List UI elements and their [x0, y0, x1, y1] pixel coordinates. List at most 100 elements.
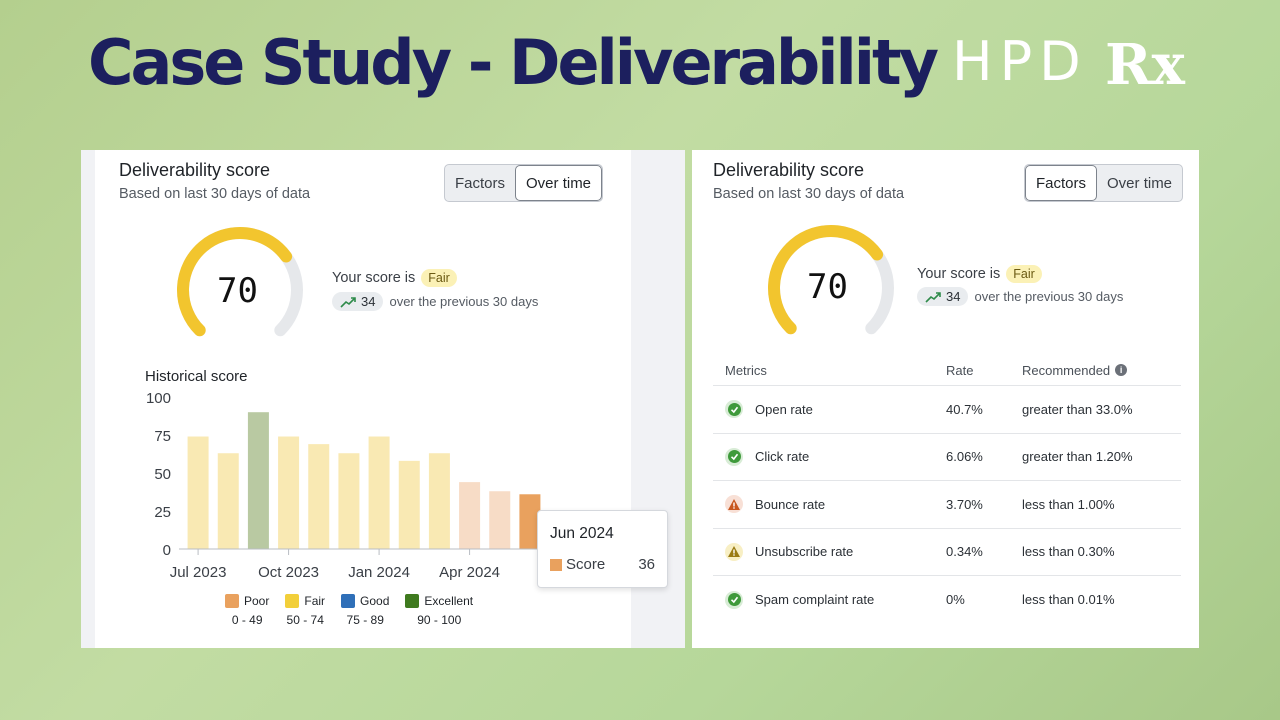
table-header: Metrics Rate Recommended i: [713, 355, 1181, 386]
table-row: Click rate 6.06% greater than 1.20%: [713, 434, 1181, 481]
table-row: Unsubscribe rate 0.34% less than 0.30%: [713, 529, 1181, 576]
left-card-subtitle: Based on last 30 days of data: [119, 186, 311, 202]
metric-name-cell: Unsubscribe rate: [713, 542, 946, 561]
trend-text: over the previous 30 days: [974, 289, 1124, 304]
legend-item-excellent[interactable]: Excellent 90 - 100: [405, 594, 473, 627]
bar: [519, 494, 541, 549]
metric-rate: 0.34%: [946, 544, 983, 560]
metric-rate: 40.7%: [946, 401, 983, 417]
right-score-gauge: [768, 225, 894, 335]
bar: [278, 436, 300, 549]
trend-chip: 34: [917, 287, 969, 306]
y-tick-label: 25: [154, 504, 171, 521]
right-view-toggle: Factors Over time: [1024, 164, 1184, 202]
y-tick-label: 0: [163, 542, 171, 559]
legend-item-good[interactable]: Good 75 - 89: [341, 594, 389, 627]
trend-value: 34: [361, 294, 376, 309]
brand-logo: HPD: [952, 30, 1088, 93]
right-trend: 34 over the previous 30 days: [917, 287, 1123, 306]
metric-recommended: less than 1.00%: [1022, 496, 1115, 512]
rating-badge: Fair: [1006, 265, 1042, 283]
left-score-summary: Your score is Fair: [332, 269, 457, 287]
legend-swatch: [341, 594, 356, 608]
legend-swatch: [225, 594, 239, 608]
gauge-fill: [768, 225, 884, 335]
metric-rate: 6.06%: [946, 449, 983, 465]
header-recommended: Recommended i: [1022, 363, 1181, 378]
legend-range: 50 - 74: [286, 613, 324, 627]
tab-over-time[interactable]: Over time: [1107, 174, 1173, 192]
metrics-table: Metrics Rate Recommended i Open rate 40.7…: [713, 355, 1181, 624]
headline-title: Case Study - Deliverability: [88, 26, 939, 99]
bar: [187, 436, 209, 549]
tooltip-value: 36: [638, 556, 655, 573]
legend-label: Good: [360, 594, 390, 608]
left-score-value: 70: [217, 271, 258, 311]
score-label: Your score is: [332, 270, 416, 286]
right-card-title: Deliverability score: [713, 160, 865, 180]
header-metrics: Metrics: [725, 362, 767, 378]
info-icon[interactable]: i: [1115, 364, 1128, 376]
y-tick-label: 75: [154, 428, 171, 445]
bar: [217, 453, 239, 549]
tooltip-swatch: [550, 559, 562, 571]
x-tick-label: Apr 2024: [439, 564, 500, 581]
table-row: Spam complaint rate 0% less than 0.01%: [713, 576, 1181, 624]
metric-name: Click rate: [755, 449, 810, 465]
right-card: [692, 150, 1199, 648]
x-tick-label: Jul 2023: [170, 564, 227, 581]
x-tick-label: Jan 2024: [348, 564, 410, 581]
gauge-fill: [177, 227, 293, 337]
trend-text: over the previous 30 days: [389, 294, 539, 309]
warning-triangle-icon: [725, 495, 743, 514]
bar: [398, 460, 420, 549]
metric-name-cell: Open rate: [713, 400, 946, 419]
metric-name: Spam complaint rate: [755, 592, 875, 608]
x-tick-label: Oct 2023: [258, 564, 319, 581]
left-trend: 34 over the previous 30 days: [332, 292, 538, 311]
metric-name: Open rate: [755, 401, 813, 417]
trend-up-icon: [925, 291, 941, 303]
y-tick-label: 100: [146, 390, 171, 407]
brand-rx-mark: Rx: [1105, 32, 1185, 98]
legend-item-poor[interactable]: Poor 0 - 49: [225, 594, 269, 627]
metric-rate: 0%: [946, 592, 965, 608]
metric-recommended: less than 0.01%: [1022, 592, 1115, 608]
metric-recommended: greater than 33.0%: [1022, 401, 1133, 417]
trend-chip: 34: [332, 292, 384, 311]
bar: [247, 412, 269, 549]
bar: [308, 444, 330, 549]
legend-range: 0 - 49: [231, 613, 263, 627]
metric-recommended: greater than 1.20%: [1022, 449, 1133, 465]
tab-factors[interactable]: Factors: [455, 174, 506, 192]
score-label: Your score is: [917, 266, 1001, 282]
metric-name-cell: Click rate: [713, 447, 946, 466]
metric-name-cell: Spam complaint rate: [713, 590, 946, 609]
metric-name: Unsubscribe rate: [755, 544, 854, 560]
legend-range: 90 - 100: [417, 613, 462, 627]
chart-tooltip: Jun 2024 Score 36: [537, 510, 668, 588]
check-circle-icon: [725, 447, 743, 466]
bar: [428, 453, 450, 549]
legend-label: Poor: [244, 594, 270, 608]
trend-value: 34: [946, 289, 961, 304]
metric-name: Bounce rate: [755, 496, 826, 512]
right-score-value: 70: [807, 267, 848, 307]
legend-range: 75 - 89: [346, 613, 384, 627]
legend-item-fair[interactable]: Fair 50 - 74: [285, 594, 325, 627]
tooltip-title: Jun 2024: [550, 525, 614, 542]
legend-swatch: [405, 594, 420, 608]
y-tick-label: 50: [154, 466, 171, 483]
tooltip-series: Score: [566, 556, 606, 573]
right-card-subtitle: Based on last 30 days of data: [713, 186, 905, 202]
header-rate: Rate: [946, 362, 974, 378]
tab-factors[interactable]: Factors: [1025, 165, 1098, 201]
trend-up-icon: [340, 296, 356, 308]
tab-over-time[interactable]: Over time: [515, 165, 603, 201]
table-row: Open rate 40.7% greater than 33.0%: [713, 386, 1181, 434]
left-score-gauge: [177, 227, 303, 337]
warning-triangle-icon: [725, 542, 743, 561]
legend-swatch: [285, 594, 300, 608]
left-view-toggle: Factors Over time: [444, 164, 604, 202]
check-circle-icon: [725, 590, 743, 609]
